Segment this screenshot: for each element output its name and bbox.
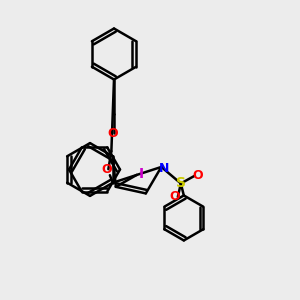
Text: O: O [169,190,179,203]
Text: O: O [193,169,203,182]
Text: O: O [107,127,118,140]
Text: N: N [159,162,169,175]
Text: I: I [139,167,144,181]
Text: S: S [176,176,186,190]
Text: O: O [102,163,112,176]
